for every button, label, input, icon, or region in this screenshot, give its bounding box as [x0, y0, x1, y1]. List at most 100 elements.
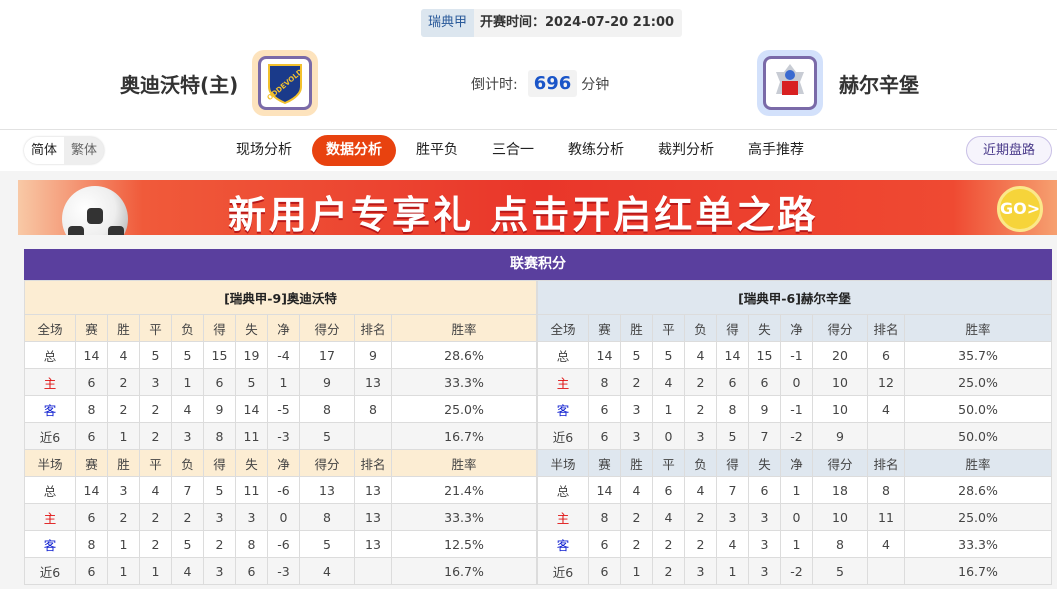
row-label: 总 [537, 476, 589, 504]
table-cell: 11 [867, 503, 905, 531]
language-switch[interactable]: 简体 繁体 [24, 137, 105, 164]
table-cell [867, 422, 905, 450]
table-cell: 14 [235, 395, 268, 423]
table-cell: 4 [652, 503, 685, 531]
column-header: 胜 [107, 449, 140, 477]
table-cell: 8 [203, 422, 236, 450]
team-title-row: [瑞典甲-6]赫尔辛堡 [537, 280, 1052, 315]
table-row: 总 14 3 4 7 5 11 -6 13 13 21.4% [24, 476, 537, 504]
table-cell: 0 [780, 503, 813, 531]
table-cell: 5 [652, 341, 685, 369]
table-cell: 18 [812, 476, 868, 504]
table-cell: 5 [171, 341, 204, 369]
table-cell: 3 [620, 395, 653, 423]
lang-simplified[interactable]: 简体 [24, 137, 65, 164]
table-cell: 35.7% [904, 341, 1052, 369]
table-cell: 15 [748, 341, 781, 369]
recent-handicap-button[interactable]: 近期盘路 [965, 136, 1052, 165]
column-header: 得 [716, 449, 749, 477]
column-header: 全场 [537, 314, 589, 342]
column-header-row: 半场赛胜平负得失净得分 排名 胜率 [537, 449, 1052, 477]
tab-3[interactable]: 三合一 [492, 142, 534, 158]
table-cell: 9 [299, 368, 355, 396]
home-team[interactable]: 奥迪沃特(主) ODDEVOLD [120, 50, 319, 116]
table-cell: 1 [107, 422, 140, 450]
column-header: 半场 [24, 449, 76, 477]
table-cell: 2 [684, 395, 717, 423]
row-label: 主 [537, 503, 589, 531]
tab-4[interactable]: 教练分析 [568, 142, 624, 158]
column-header: 净 [780, 449, 813, 477]
table-cell: 10 [812, 395, 868, 423]
table-cell: 6 [75, 557, 108, 585]
tab-5[interactable]: 裁判分析 [658, 142, 714, 158]
table-cell: 2 [139, 530, 172, 558]
column-header: 赛 [75, 314, 108, 342]
countdown-label: 倒计时: [471, 76, 518, 93]
table-cell: 28.6% [391, 341, 537, 369]
table-row: 总 14 4 5 5 15 19 -4 17 9 28.6% [24, 341, 537, 369]
table-cell: 14 [716, 341, 749, 369]
column-header: 得 [203, 449, 236, 477]
table-cell: 4 [867, 395, 905, 423]
table-cell: 13 [354, 503, 392, 531]
column-header: 负 [171, 449, 204, 477]
table-row: 主 8 2 4 2 3 3 0 10 11 25.0% [537, 503, 1052, 531]
table-cell: 3 [716, 503, 749, 531]
tab-6[interactable]: 高手推荐 [748, 142, 804, 158]
tab-0[interactable]: 现场分析 [236, 142, 292, 158]
table-cell: -1 [780, 341, 813, 369]
table-cell: 5 [812, 557, 868, 585]
team-standing-title: [瑞典甲-6]赫尔辛堡 [537, 280, 1052, 315]
table-cell: 25.0% [391, 395, 537, 423]
tab-1[interactable]: 数据分析 [312, 135, 396, 166]
lang-traditional[interactable]: 繁体 [71, 143, 98, 158]
table-cell: 6 [203, 368, 236, 396]
table-cell: 33.3% [391, 368, 537, 396]
table-row: 总 14 5 5 4 14 15 -1 20 6 35.7% [537, 341, 1052, 369]
column-header-row: 半场赛胜平负得失净得分 排名 胜率 [24, 449, 537, 477]
away-team-logo [757, 50, 823, 116]
table-cell: 6 [588, 557, 621, 585]
table-cell: 3 [684, 557, 717, 585]
row-label: 近6 [537, 557, 589, 585]
column-header: 胜 [107, 314, 140, 342]
table-cell: 1 [139, 557, 172, 585]
table-cell: 3 [748, 557, 781, 585]
table-cell: 4 [620, 476, 653, 504]
table-cell: 4 [299, 557, 355, 585]
league-tag[interactable]: 瑞典甲 [421, 9, 475, 37]
go-button[interactable]: GO> [997, 186, 1043, 232]
match-info-badge: 瑞典甲 开赛时间：2024-07-20 21:00 [421, 9, 683, 37]
table-cell: 16.7% [904, 557, 1052, 585]
column-header-row: 全场赛胜平负得失净得分 排名 胜率 [537, 314, 1052, 342]
table-cell: -3 [267, 422, 300, 450]
column-header: 净 [780, 314, 813, 342]
promo-banner[interactable]: 新用户专享礼 点击开启红单之路 GO> [18, 180, 1057, 235]
table-cell: 6 [588, 395, 621, 423]
column-header-row: 全场赛胜平负得失净得分 排名 胜率 [24, 314, 537, 342]
table-cell: 4 [171, 395, 204, 423]
table-cell: 16.7% [391, 422, 537, 450]
column-header: 胜率 [904, 314, 1052, 342]
tab-2[interactable]: 胜平负 [416, 142, 458, 158]
countdown-unit: 分钟 [581, 76, 610, 93]
countdown: 倒计时: 696 分钟 [471, 70, 609, 97]
table-cell: 11 [235, 422, 268, 450]
away-standings-table: [瑞典甲-6]赫尔辛堡 全场赛胜平负得失净得分 排名 胜率总 14 5 5 4 14 15 -1 20… [537, 280, 1052, 585]
table-cell: 14 [588, 476, 621, 504]
table-cell: 6 [75, 503, 108, 531]
table-cell: 50.0% [904, 422, 1052, 450]
table-cell: 11 [235, 476, 268, 504]
column-header: 全场 [24, 314, 76, 342]
table-cell: 16.7% [391, 557, 537, 585]
row-label: 总 [537, 341, 589, 369]
table-cell: 2 [139, 395, 172, 423]
table-cell: 8 [588, 503, 621, 531]
away-team[interactable]: 赫尔辛堡 [757, 50, 919, 116]
table-cell: 2 [139, 503, 172, 531]
table-cell: 21.4% [391, 476, 537, 504]
table-cell: 5 [299, 422, 355, 450]
table-cell: 17 [299, 341, 355, 369]
column-header: 平 [139, 314, 172, 342]
